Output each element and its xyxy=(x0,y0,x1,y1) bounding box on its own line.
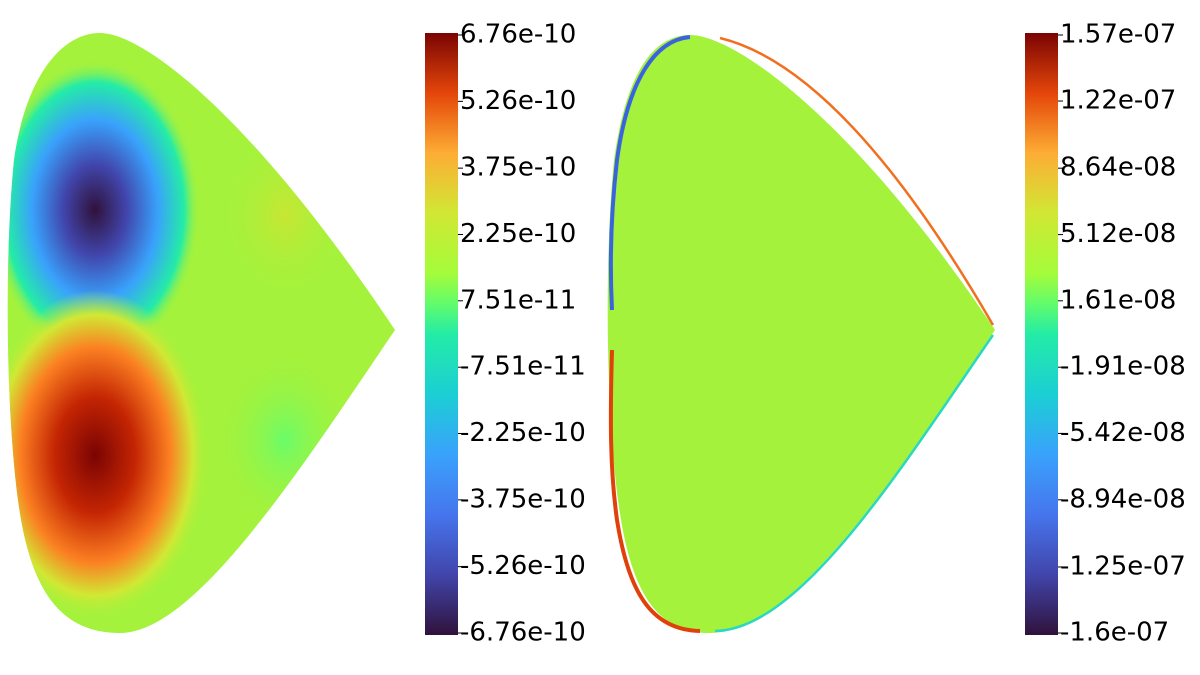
colorbar-tick-label: -8.94e-08 xyxy=(1060,484,1186,514)
colorbar-tick-label: 7.51e-11 xyxy=(460,285,576,315)
colorbar-tick-label: -5.26e-10 xyxy=(460,551,586,581)
colorbar-tick-label: -5.42e-08 xyxy=(1060,418,1186,448)
colorbar-tick-label: 2.25e-10 xyxy=(460,219,576,249)
colorbar-tick-label: -1.6e-07 xyxy=(1060,618,1169,648)
colorbar-tick-label: 1.57e-07 xyxy=(1060,20,1176,50)
colorbar xyxy=(1025,33,1058,635)
colorbar-tick-label: -3.75e-10 xyxy=(460,484,586,514)
colorbar-tick-label: -6.76e-10 xyxy=(460,618,586,648)
colorbar xyxy=(425,33,458,635)
colorbar-tick-label: 8.64e-08 xyxy=(1060,153,1176,183)
colorbar-tick-label: -2.25e-10 xyxy=(460,418,586,448)
right-field xyxy=(607,35,995,633)
colorbar-tick-label: -1.91e-08 xyxy=(1060,352,1186,382)
left-field xyxy=(7,33,396,633)
colorbar-tick-label: 5.26e-10 xyxy=(460,86,576,116)
colorbar-tick-label: 1.22e-07 xyxy=(1060,86,1176,116)
colorbar-tick-label: 6.76e-10 xyxy=(460,20,576,50)
colorbar-tick-label: 3.75e-10 xyxy=(460,153,576,183)
colorbar-tick-label: 5.12e-08 xyxy=(1060,219,1176,249)
colorbar-tick-label: 1.61e-08 xyxy=(1060,285,1176,315)
colorbar-tick-label: -7.51e-11 xyxy=(460,352,586,382)
colorbar-tick-label: -1.25e-07 xyxy=(1060,551,1186,581)
